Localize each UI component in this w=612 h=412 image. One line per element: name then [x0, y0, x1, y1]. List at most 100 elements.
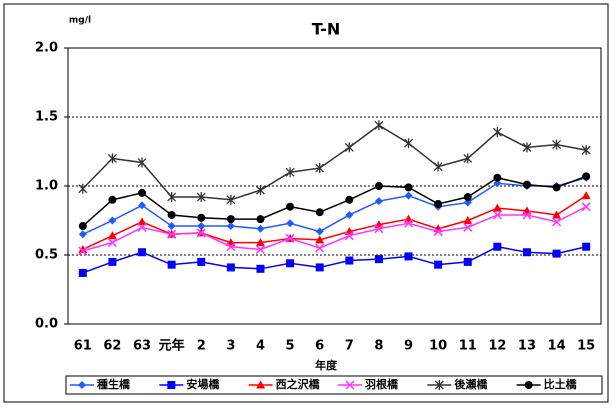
x-tick-label: 2 — [197, 339, 206, 354]
marker — [167, 210, 176, 219]
marker — [404, 252, 413, 261]
legend-marker — [256, 380, 266, 389]
marker — [108, 257, 117, 266]
legend-label: 西之沢橋 — [276, 377, 321, 391]
marker — [404, 191, 413, 200]
marker — [522, 248, 531, 257]
x-tick-label: 11 — [459, 339, 477, 354]
marker — [78, 381, 86, 389]
marker — [138, 188, 147, 197]
legend-marker — [167, 381, 176, 389]
marker — [403, 218, 414, 228]
y-tick-label: 0.0 — [35, 317, 58, 332]
marker — [256, 380, 266, 389]
marker — [552, 217, 562, 227]
x-axis-label: 年度 — [315, 358, 338, 372]
marker — [581, 145, 591, 156]
marker — [78, 183, 88, 194]
marker — [404, 183, 413, 192]
x-tick-label: 7 — [345, 339, 354, 354]
marker — [315, 163, 325, 174]
marker — [255, 244, 266, 255]
marker — [374, 182, 383, 190]
y-tick-label: 1.5 — [35, 110, 58, 125]
marker — [226, 263, 235, 272]
marker — [315, 227, 324, 236]
marker — [285, 233, 295, 243]
marker — [138, 248, 147, 257]
marker — [463, 222, 473, 232]
marker — [315, 208, 324, 217]
y-axis-label: mg/l — [69, 16, 91, 26]
legend-marker — [434, 380, 444, 390]
marker — [552, 139, 562, 150]
marker — [434, 199, 443, 208]
x-tick-label: 4 — [256, 339, 265, 354]
legend-marker — [345, 380, 355, 390]
chart-frame — [3, 3, 609, 403]
marker — [493, 179, 502, 188]
marker — [345, 380, 355, 390]
marker — [374, 224, 384, 234]
marker — [138, 201, 147, 210]
marker — [108, 195, 117, 204]
marker — [434, 260, 443, 269]
marker — [196, 192, 206, 203]
legend-marker — [78, 381, 86, 389]
marker — [374, 120, 384, 131]
marker — [107, 153, 117, 164]
marker — [226, 215, 235, 224]
x-tick-label: 14 — [548, 339, 566, 354]
x-tick-label: 10 — [429, 339, 447, 354]
marker — [434, 380, 444, 390]
x-tick-label: 12 — [488, 339, 506, 354]
marker — [256, 185, 265, 196]
y-tick-label: 1.0 — [35, 179, 58, 194]
marker — [463, 153, 473, 164]
x-tick-label: 63 — [133, 339, 151, 354]
marker — [581, 202, 591, 212]
x-tick-label: 61 — [74, 339, 92, 354]
marker — [167, 260, 176, 269]
x-tick-label: 元年 — [159, 338, 185, 354]
x-tick-label: 13 — [518, 339, 536, 354]
marker — [463, 216, 473, 224]
marker — [78, 268, 87, 277]
marker — [197, 222, 206, 231]
marker — [315, 235, 325, 244]
marker — [226, 242, 236, 252]
legend-label: 種生橋 — [97, 377, 131, 391]
marker — [522, 210, 532, 220]
marker — [463, 193, 472, 202]
marker — [552, 183, 561, 192]
y-tick-label: 2.0 — [35, 41, 58, 56]
marker — [493, 173, 502, 182]
marker — [226, 222, 235, 231]
marker — [196, 228, 206, 238]
marker — [344, 142, 354, 153]
marker — [78, 230, 87, 239]
marker — [374, 255, 383, 264]
x-tick-label: 8 — [374, 339, 383, 354]
x-tick-label: 6 — [315, 339, 324, 354]
series-line — [82, 245, 587, 274]
marker — [582, 242, 591, 251]
marker — [374, 197, 383, 206]
legend-label: 安場橋 — [186, 377, 220, 391]
marker — [552, 210, 562, 219]
marker — [107, 238, 117, 248]
marker — [522, 142, 532, 153]
legend-label: 比土橋 — [544, 377, 578, 391]
x-tick-label: 62 — [103, 339, 121, 354]
y-tick-label: 0.5 — [35, 248, 58, 263]
marker — [137, 222, 147, 232]
marker — [137, 217, 147, 226]
marker — [226, 194, 236, 205]
marker — [197, 213, 206, 222]
marker — [492, 127, 502, 138]
marker — [345, 256, 354, 265]
marker — [167, 222, 176, 231]
marker — [197, 257, 206, 266]
series-line — [82, 175, 587, 227]
